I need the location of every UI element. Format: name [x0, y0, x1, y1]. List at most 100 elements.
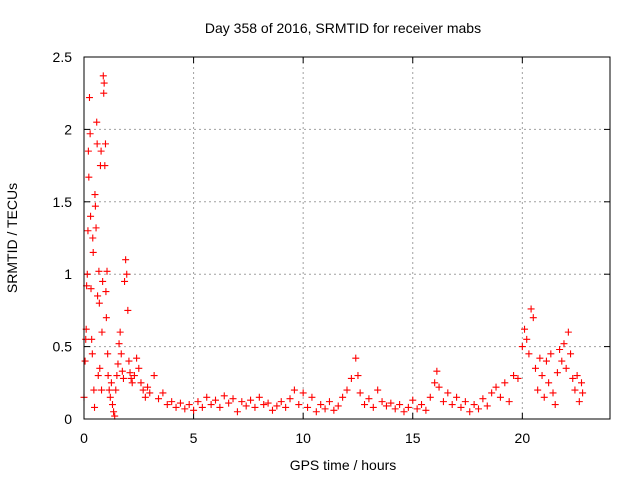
data-point: [220, 392, 228, 400]
data-point: [89, 248, 97, 256]
data-point: [514, 374, 522, 382]
data-point: [483, 402, 491, 410]
data-point: [391, 405, 399, 413]
data-point: [573, 372, 581, 380]
data-point: [378, 398, 386, 406]
x-tick-label: 5: [190, 430, 198, 446]
data-point: [365, 395, 373, 403]
data-point: [413, 405, 421, 413]
tick-marks: [83, 56, 610, 420]
data-point: [334, 402, 342, 410]
data-point: [150, 372, 158, 380]
data-point: [470, 401, 478, 409]
data-point: [99, 72, 107, 80]
data-point: [107, 379, 115, 387]
data-point: [198, 403, 206, 411]
data-point: [273, 402, 281, 410]
data-point: [290, 386, 298, 394]
y-tick-label: 0.5: [53, 339, 73, 355]
data-point: [426, 393, 434, 401]
data-point: [104, 372, 112, 380]
data-point: [542, 357, 550, 365]
data-point: [119, 374, 127, 382]
data-point: [505, 398, 513, 406]
data-point: [141, 393, 149, 401]
y-tick-label: 1.5: [53, 194, 73, 210]
data-point: [382, 402, 390, 410]
data-point: [312, 408, 320, 416]
data-point: [108, 401, 116, 409]
data-point: [308, 393, 316, 401]
data-point: [144, 383, 152, 391]
data-point: [387, 399, 395, 407]
data-point: [579, 389, 587, 397]
data-point: [101, 162, 109, 170]
data-point: [127, 374, 135, 382]
data-point: [325, 398, 333, 406]
data-point: [242, 402, 250, 410]
tick-labels: 0 5 10 15 20 0 0.5 1 1.5 2 2.5: [53, 49, 531, 446]
data-point: [93, 140, 101, 148]
data-point: [400, 408, 408, 416]
data-point: [479, 395, 487, 403]
data-point: [115, 340, 123, 348]
data-point: [116, 328, 124, 336]
data-point: [122, 256, 130, 264]
data-point: [137, 379, 145, 387]
data-point: [251, 403, 259, 411]
plot-frame: [83, 56, 611, 420]
x-tick-label: 10: [295, 430, 311, 446]
data-point: [126, 369, 134, 377]
data-point: [277, 398, 285, 406]
data-point: [163, 401, 171, 409]
data-point: [247, 396, 255, 404]
data-point: [121, 277, 129, 285]
data-point: [339, 393, 347, 401]
data-point: [527, 305, 535, 313]
data-point: [531, 364, 539, 372]
data-point: [448, 401, 456, 409]
data-point: [104, 350, 112, 358]
data-point: [264, 399, 272, 407]
data-point: [207, 401, 215, 409]
data-point: [110, 408, 118, 416]
data-point: [91, 191, 99, 199]
data-point: [556, 345, 564, 353]
data-point: [128, 379, 136, 387]
data-point: [453, 393, 461, 401]
data-point: [88, 335, 96, 343]
data-point: [549, 389, 557, 397]
data-point: [488, 389, 496, 397]
data-point: [133, 354, 141, 362]
data-point: [102, 288, 110, 296]
data-point: [84, 227, 92, 235]
data-point: [404, 403, 412, 411]
data-point: [159, 389, 167, 397]
data-point: [88, 350, 96, 358]
data-point: [101, 140, 109, 148]
data-point: [343, 386, 351, 394]
data-point: [95, 299, 103, 307]
data-point: [396, 401, 404, 409]
data-point: [91, 202, 99, 210]
data-point: [369, 403, 377, 411]
data-point: [118, 367, 126, 375]
data-point: [564, 328, 572, 336]
data-point: [185, 401, 193, 409]
data-point: [501, 379, 509, 387]
data-point: [418, 401, 426, 409]
data-point: [255, 393, 263, 401]
data-point: [146, 389, 154, 397]
data-point: [96, 364, 104, 372]
data-point: [534, 386, 542, 394]
data-point: [212, 396, 219, 404]
data-point: [238, 398, 246, 406]
data-point: [117, 350, 125, 358]
data-point: [538, 372, 546, 380]
data-point: [536, 354, 544, 362]
x-tick-label: 20: [515, 430, 531, 446]
y-tick-label: 0: [64, 411, 72, 427]
data-point: [562, 364, 570, 372]
data-point: [286, 395, 294, 403]
data-point: [510, 372, 518, 380]
